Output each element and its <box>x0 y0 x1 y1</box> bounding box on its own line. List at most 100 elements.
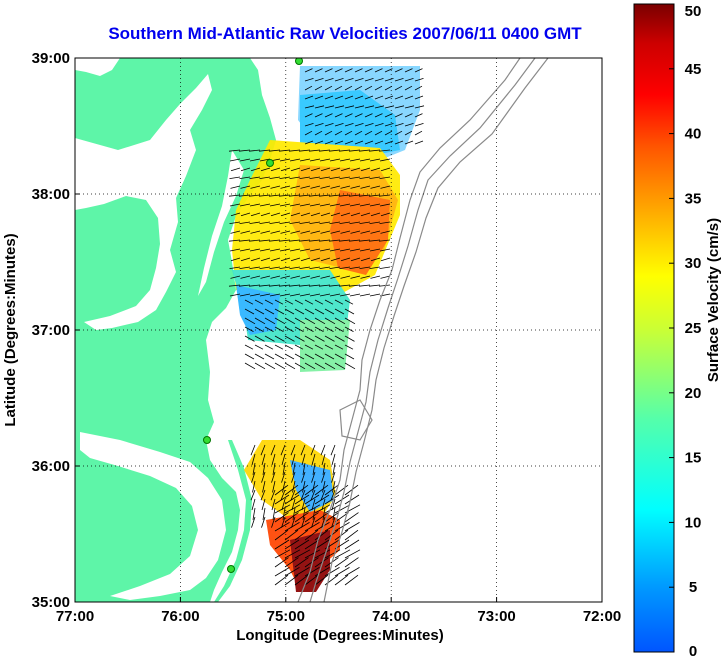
velocity-vector <box>299 293 311 297</box>
velocity-vector <box>281 516 286 528</box>
velocity-vector <box>344 140 354 145</box>
velocity-vector <box>244 326 254 332</box>
velocity-vector <box>310 212 321 217</box>
velocity-vector <box>340 257 351 262</box>
velocity-vector <box>358 194 371 197</box>
velocity-vector <box>289 176 301 179</box>
velocity-vector <box>312 480 316 493</box>
velocity-vector <box>230 230 241 234</box>
velocity-vector <box>304 574 319 586</box>
velocity-vector <box>292 462 296 475</box>
velocity-vector <box>378 239 391 242</box>
velocity-vector <box>314 85 323 91</box>
lon-tick-label: 77:00 <box>56 608 94 625</box>
velocity-vector <box>261 471 266 483</box>
velocity-vector <box>269 203 281 207</box>
velocity-vector <box>344 95 354 100</box>
delaware-bay <box>75 58 120 76</box>
velocity-vector <box>259 203 271 207</box>
velocity-vector <box>279 248 291 252</box>
velocity-vector <box>302 480 306 493</box>
velocity-vector <box>238 239 251 242</box>
velocity-vector <box>279 158 291 162</box>
velocity-vector <box>288 239 301 242</box>
velocity-vector <box>354 123 364 127</box>
velocity-vector <box>304 123 314 127</box>
velocity-vector <box>281 453 286 466</box>
velocity-vector <box>314 549 331 559</box>
velocity-vector <box>318 239 331 242</box>
velocity-vector <box>384 85 393 91</box>
velocity-vector <box>344 529 359 541</box>
velocity-vector <box>320 185 331 189</box>
velocity-vector <box>298 284 311 287</box>
velocity-vector <box>274 335 285 342</box>
velocity-vector <box>359 293 371 297</box>
velocity-vector <box>320 489 326 501</box>
velocity-vector <box>314 362 326 370</box>
colorbar-tick-label: 50 <box>685 3 702 20</box>
velocity-vector <box>350 167 361 172</box>
velocity-vector <box>254 335 265 342</box>
velocity-vector <box>404 123 414 127</box>
velocity-vector <box>240 257 251 262</box>
velocity-vector <box>314 567 330 577</box>
velocity-vector <box>244 317 256 325</box>
velocity-vector <box>364 140 374 145</box>
velocity-vector <box>314 78 324 82</box>
velocity-vector <box>264 326 274 332</box>
velocity-vector <box>370 212 381 217</box>
velocity-vector <box>260 230 271 234</box>
velocity-vector <box>348 239 361 242</box>
velocity-vector <box>228 194 241 197</box>
velocity-vector <box>271 498 276 511</box>
velocity-vector <box>394 78 404 82</box>
velocity-vector <box>239 293 251 297</box>
velocity-vector <box>238 194 251 197</box>
velocity-vector <box>284 308 295 315</box>
velocity-vector <box>321 453 326 466</box>
velocity-vector <box>319 266 331 269</box>
velocity-vector <box>349 203 361 207</box>
velocity-vector <box>360 212 371 217</box>
velocity-vector <box>252 507 256 520</box>
velocity-vector <box>261 498 266 511</box>
velocity-vector <box>304 308 315 315</box>
velocity-vector <box>364 130 373 136</box>
velocity-vector <box>280 489 286 501</box>
velocity-vector <box>414 130 423 136</box>
velocity-vector <box>370 185 381 189</box>
velocity-vector <box>290 257 301 262</box>
velocity-vector <box>394 130 403 136</box>
velocity-vector <box>314 123 324 127</box>
velocity-vector <box>284 522 300 532</box>
velocity-vector <box>290 230 301 234</box>
velocity-vector <box>322 480 326 493</box>
velocity-vector <box>339 203 351 207</box>
lon-tick-label: 76:00 <box>161 608 199 625</box>
velocity-vector <box>319 221 331 224</box>
velocity-vector <box>260 212 271 217</box>
velocity-vector <box>284 335 295 342</box>
velocity-vector <box>251 453 256 466</box>
velocity-vector <box>229 221 241 224</box>
velocity-vector <box>359 203 371 207</box>
velocity-vector <box>309 203 321 207</box>
velocity-vector <box>274 549 291 559</box>
velocity-vector <box>274 326 284 332</box>
velocity-vector <box>369 203 381 207</box>
velocity-vector <box>250 275 261 279</box>
velocity-vector <box>294 299 304 305</box>
velocity-vector <box>324 335 335 342</box>
velocity-vector <box>251 498 256 511</box>
velocity-vector <box>394 68 403 73</box>
velocity-vector <box>384 95 394 100</box>
velocity-vector <box>250 230 261 234</box>
velocity-vector <box>290 212 301 217</box>
velocity-vector <box>344 308 355 315</box>
velocity-vector <box>339 221 351 224</box>
velocity-vector <box>330 275 341 279</box>
velocity-vector <box>264 344 274 350</box>
velocity-vector <box>374 140 384 145</box>
velocity-vector <box>320 444 326 456</box>
